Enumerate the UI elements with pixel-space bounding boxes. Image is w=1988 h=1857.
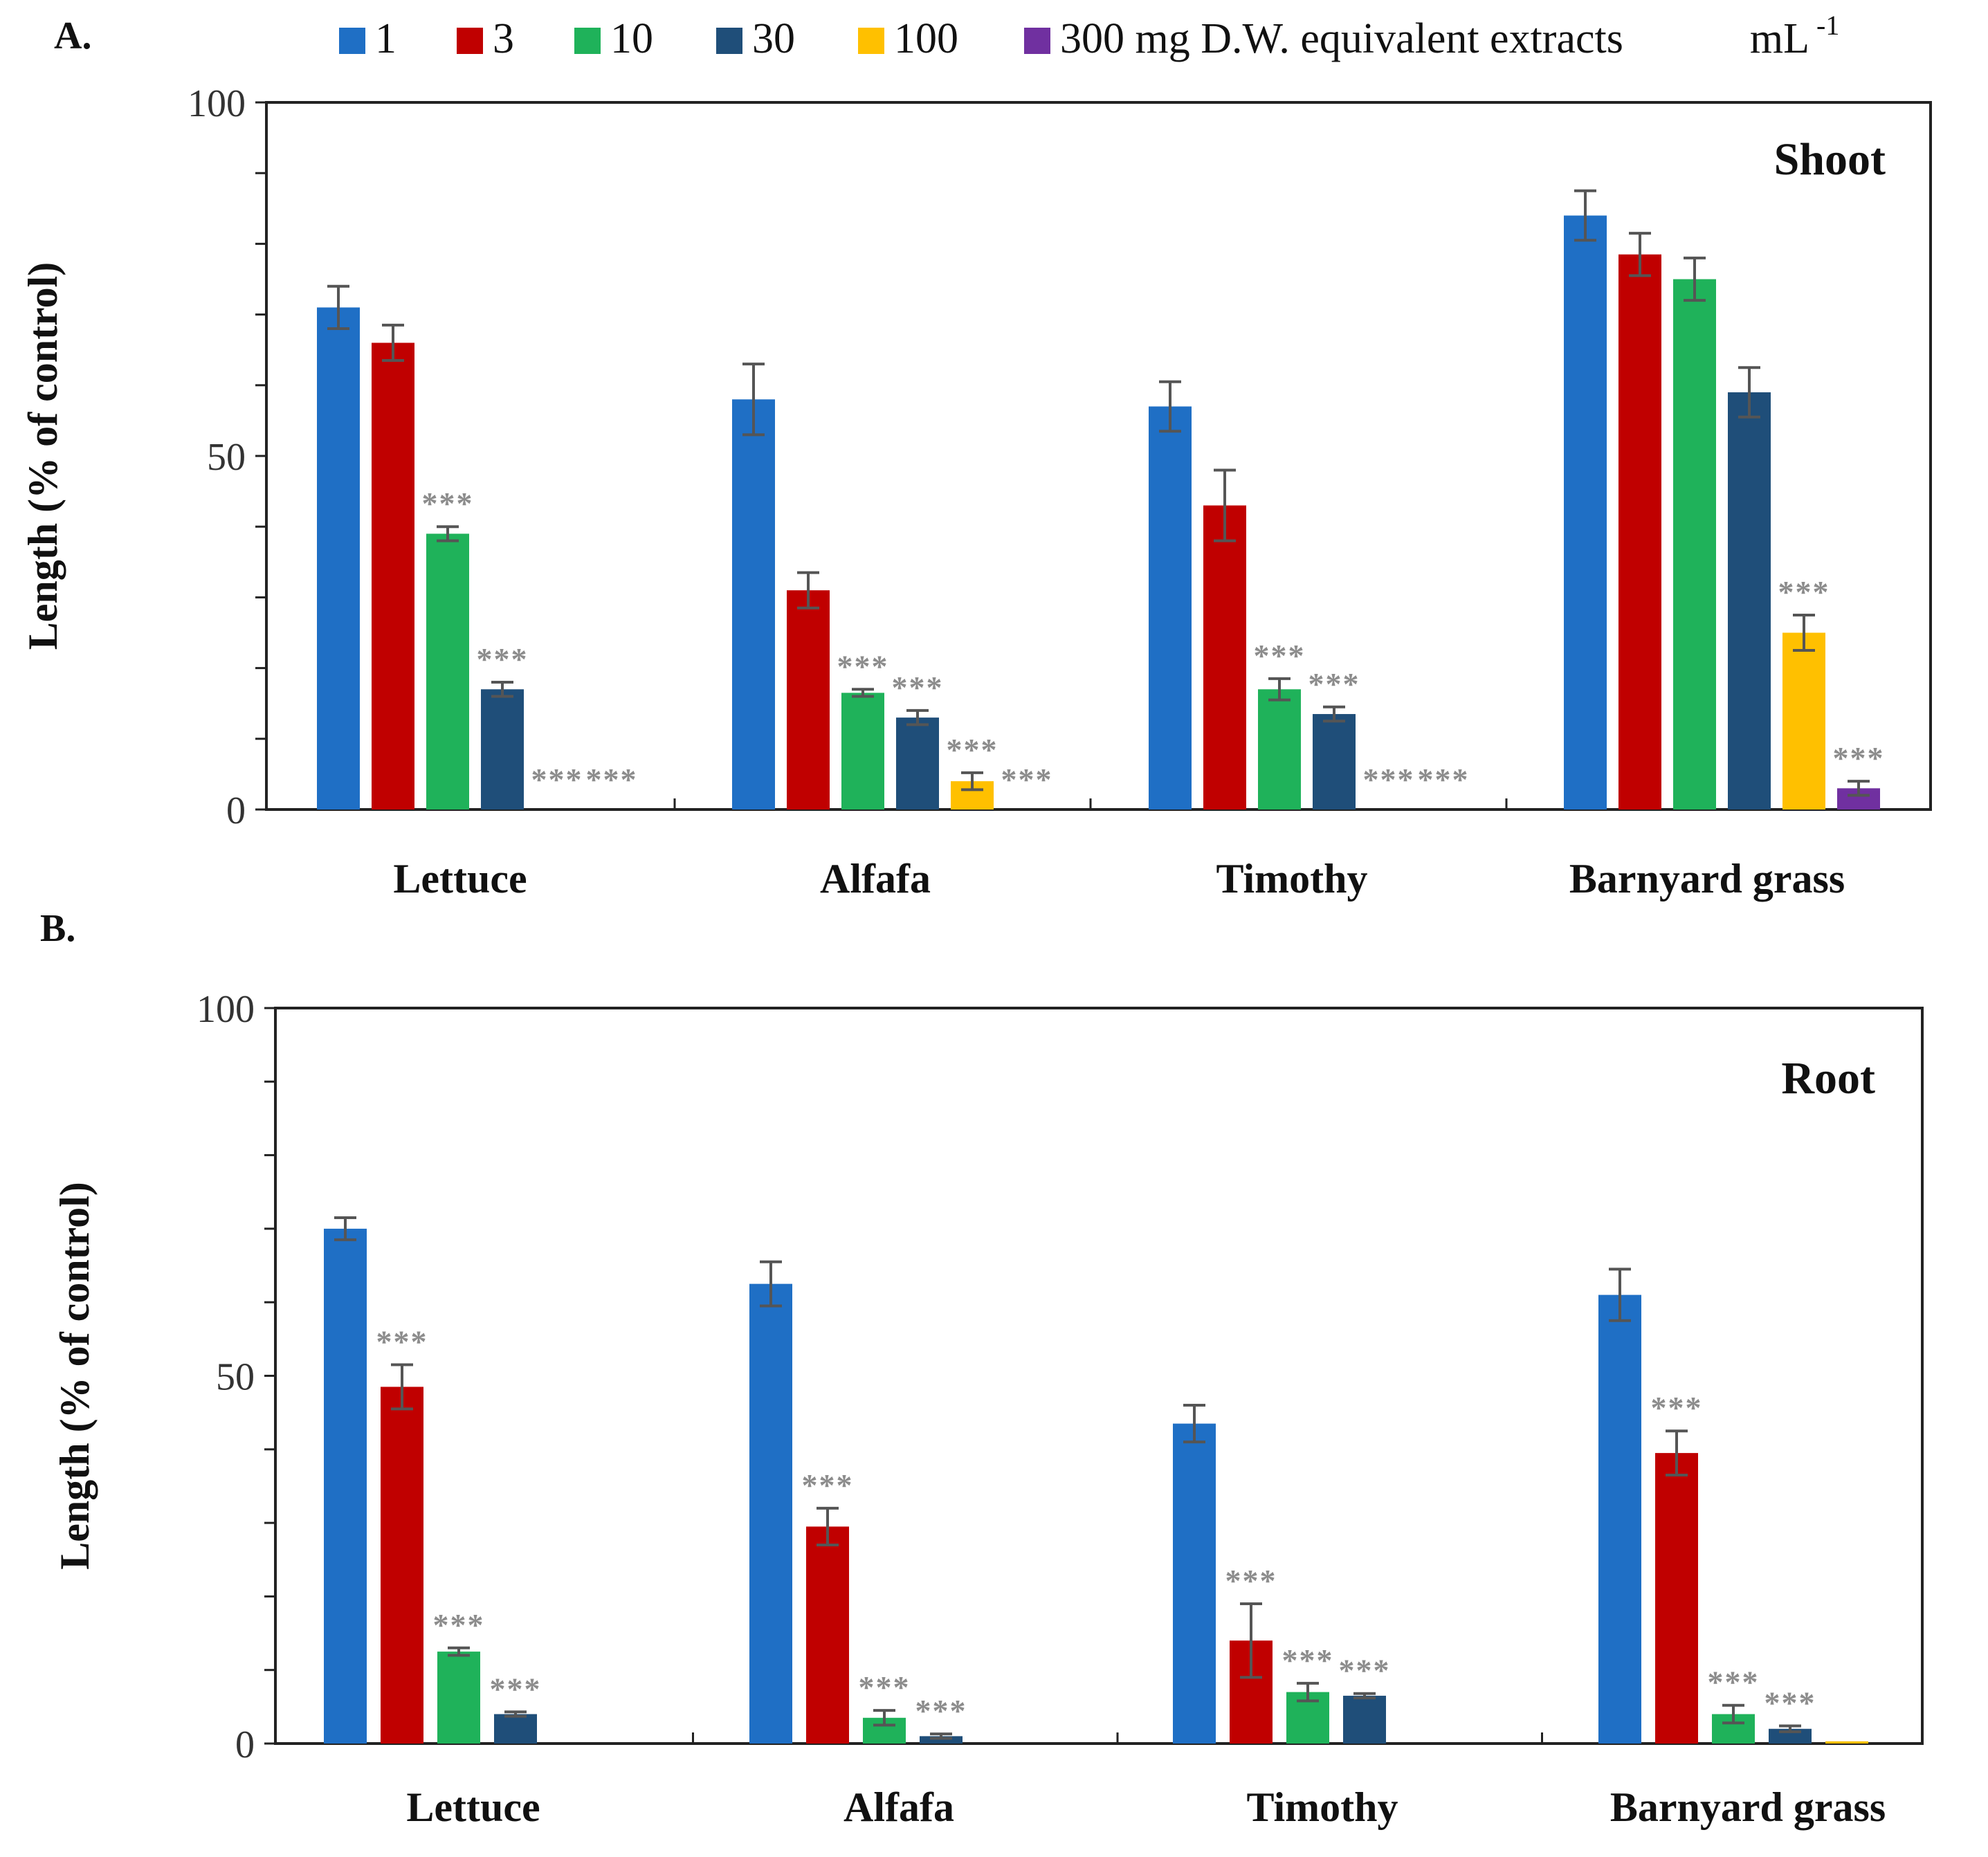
bar-alfafa-1 bbox=[787, 590, 830, 809]
bar-alfafa-3 bbox=[896, 717, 939, 809]
bar-lettuce-0 bbox=[324, 1228, 367, 1744]
bar-barnyard-grass-1 bbox=[1618, 254, 1661, 810]
panel-b-title: Root bbox=[1781, 1053, 1875, 1104]
significance-marker: *** bbox=[1254, 638, 1306, 673]
significance-marker: *** bbox=[477, 641, 529, 677]
y-tick-label: 50 bbox=[216, 1356, 255, 1399]
category-label-barnyard-grass: Barnyard grass bbox=[1569, 856, 1845, 902]
significance-marker: *** bbox=[1778, 574, 1830, 610]
category-label-timothy: Timothy bbox=[1247, 1784, 1398, 1830]
significance-marker: *** bbox=[1225, 1563, 1277, 1598]
significance-marker: *** bbox=[915, 1693, 967, 1728]
panel-a-y-axis: 0 50 100 bbox=[188, 82, 266, 832]
bar-barnyard-grass-3 bbox=[1728, 392, 1771, 809]
bar-alfafa-0 bbox=[732, 399, 775, 809]
legend-swatch-5 bbox=[1024, 28, 1050, 54]
bar-lettuce-1 bbox=[372, 342, 414, 810]
panel-a-label: A. bbox=[54, 15, 91, 57]
bar-lettuce-2 bbox=[426, 533, 469, 809]
legend-label-0: 1 bbox=[375, 15, 396, 62]
legend-label-5: 300 mg D.W. equivalent extracts bbox=[1060, 15, 1623, 62]
significance-marker: *** bbox=[531, 762, 583, 797]
panel-a-category-labels: Lettuce Alfafa Timothy Barnyard grass bbox=[393, 856, 1845, 902]
bar-barnyard-grass-2 bbox=[1673, 279, 1716, 809]
significance-marker: *** bbox=[1308, 666, 1360, 702]
significance-marker: *** bbox=[586, 762, 638, 797]
significance-marker: *** bbox=[1708, 1665, 1760, 1700]
significance-marker: *** bbox=[1001, 762, 1053, 797]
significance-marker: *** bbox=[433, 1607, 485, 1643]
y-tick-label: 50 bbox=[207, 436, 246, 479]
legend-swatch-3 bbox=[716, 28, 742, 54]
bar-barnyard-grass-4 bbox=[1782, 632, 1825, 809]
bar-timothy-0 bbox=[1173, 1423, 1216, 1744]
significance-marker: *** bbox=[947, 732, 998, 767]
category-label-lettuce: Lettuce bbox=[406, 1784, 540, 1830]
panel-a-y-axis-label: Length (% of control) bbox=[20, 262, 66, 650]
significance-marker: *** bbox=[1651, 1390, 1703, 1425]
category-label-timothy: Timothy bbox=[1216, 856, 1368, 902]
significance-marker: *** bbox=[802, 1467, 854, 1503]
panel-b-y-axis-label: Length (% of control) bbox=[52, 1182, 98, 1570]
significance-marker: *** bbox=[1833, 740, 1885, 776]
bar-lettuce-1 bbox=[381, 1387, 423, 1744]
category-label-alfafa: Alfafa bbox=[820, 856, 931, 902]
category-label-alfafa: Alfafa bbox=[843, 1784, 954, 1830]
bar-timothy-1 bbox=[1203, 505, 1246, 809]
panel-a-title: Shoot bbox=[1774, 134, 1886, 185]
legend-label-3: 30 bbox=[752, 15, 795, 62]
panel-b-y-axis: 0 50 100 bbox=[197, 988, 275, 1766]
significance-marker: *** bbox=[490, 1671, 542, 1706]
significance-marker: *** bbox=[1764, 1685, 1816, 1720]
legend-label-2: 10 bbox=[610, 15, 653, 62]
legend-unit-superscript: -1 bbox=[1816, 10, 1839, 41]
bar-lettuce-2 bbox=[437, 1652, 480, 1744]
significance-marker: *** bbox=[1282, 1643, 1334, 1678]
y-tick-label: 100 bbox=[188, 82, 246, 125]
significance-marker: *** bbox=[892, 670, 944, 705]
bar-timothy-0 bbox=[1149, 406, 1192, 809]
significance-marker: *** bbox=[1363, 762, 1415, 797]
y-tick-label: 0 bbox=[226, 789, 246, 832]
bar-barnyard-grass-1 bbox=[1655, 1453, 1698, 1744]
legend-unit: mL bbox=[1750, 15, 1809, 62]
legend-swatch-0 bbox=[339, 28, 365, 54]
panel-b-category-labels: Lettuce Alfafa Timothy Barnyard grass bbox=[406, 1784, 1886, 1830]
significance-marker: *** bbox=[1339, 1653, 1391, 1688]
significance-marker: *** bbox=[376, 1324, 428, 1360]
legend-swatch-2 bbox=[574, 28, 601, 54]
legend-label-4: 100 bbox=[894, 15, 958, 62]
category-label-lettuce: Lettuce bbox=[393, 856, 527, 902]
significance-marker: *** bbox=[422, 486, 474, 521]
bar-timothy-2 bbox=[1258, 689, 1301, 809]
legend-swatch-1 bbox=[457, 28, 483, 54]
bar-barnyard-grass-4 bbox=[1825, 1741, 1868, 1744]
legend: 1 3 10 30 100 300 mg D.W. equivalent extracts… bbox=[339, 10, 1839, 62]
bar-lettuce-3 bbox=[494, 1714, 537, 1744]
bar-lettuce-0 bbox=[317, 307, 360, 809]
panel-b-label: B. bbox=[40, 907, 75, 950]
legend-label-1: 3 bbox=[493, 15, 514, 62]
bar-alfafa-2 bbox=[841, 693, 884, 809]
bar-alfafa-3 bbox=[920, 1736, 963, 1744]
panel-a-bars: ********* ************************ *******… bbox=[317, 189, 1885, 810]
bar-alfafa-0 bbox=[749, 1283, 792, 1744]
bar-timothy-3 bbox=[1343, 1695, 1386, 1744]
significance-marker: *** bbox=[1418, 762, 1470, 797]
bar-timothy-3 bbox=[1313, 714, 1356, 809]
legend-swatch-4 bbox=[858, 28, 884, 54]
bar-alfafa-1 bbox=[806, 1526, 849, 1744]
y-tick-label: 0 bbox=[235, 1723, 255, 1766]
y-tick-label: 100 bbox=[197, 988, 255, 1031]
panel-b-bars: ************************ ************ bbox=[324, 1216, 1868, 1744]
significance-marker: *** bbox=[859, 1670, 911, 1705]
bar-barnyard-grass-0 bbox=[1598, 1295, 1641, 1744]
category-label-barnyard-grass: Barnyard grass bbox=[1610, 1784, 1886, 1830]
bar-barnyard-grass-0 bbox=[1564, 215, 1607, 809]
significance-marker: *** bbox=[837, 648, 889, 684]
bar-lettuce-3 bbox=[481, 689, 524, 809]
